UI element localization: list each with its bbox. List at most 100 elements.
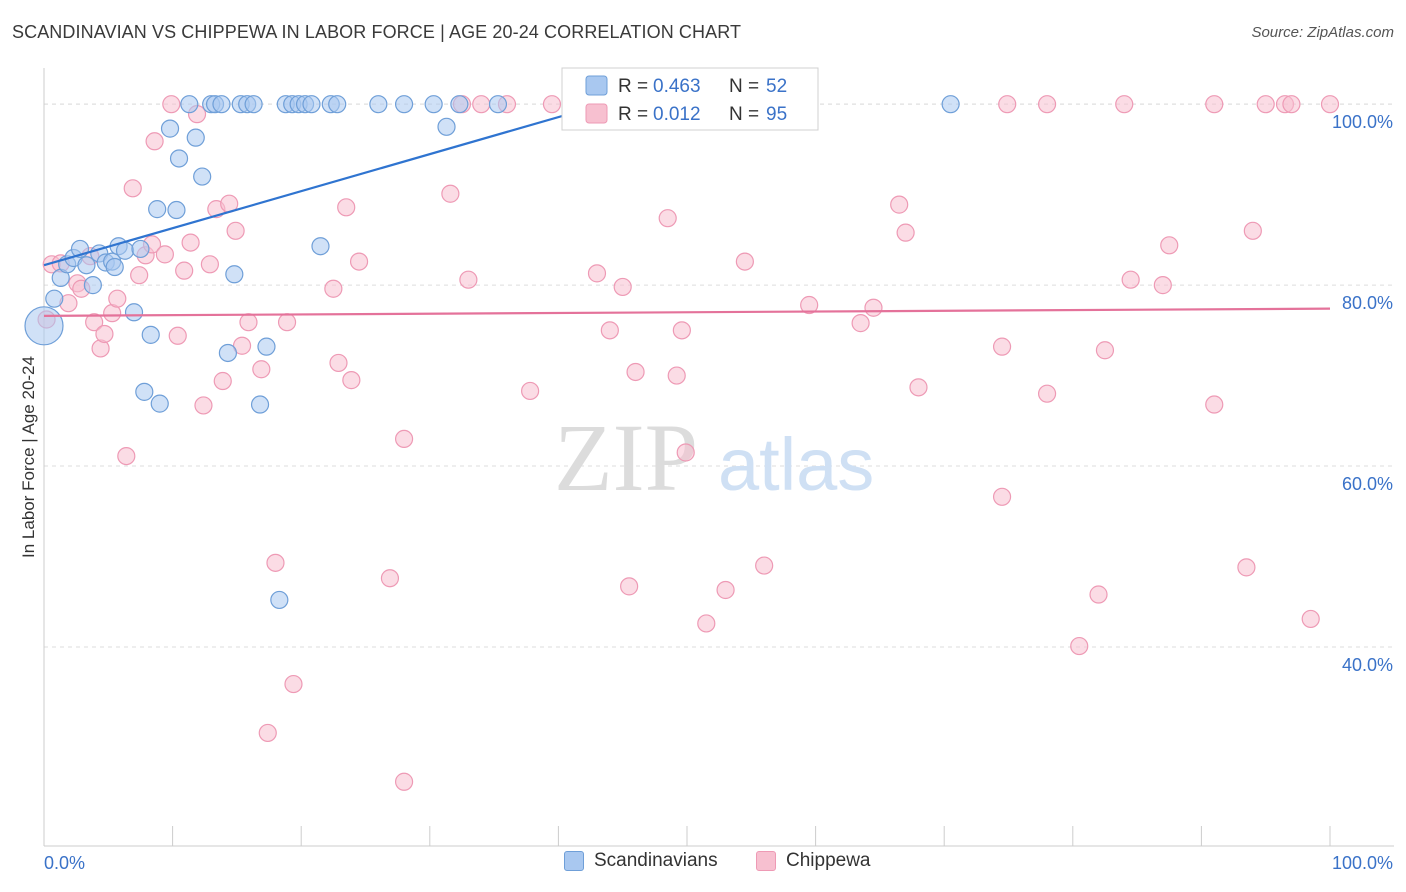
chippewa-point [1160, 236, 1179, 255]
chippewa-point [1121, 270, 1140, 289]
scandinavian-point [244, 95, 263, 114]
scandinavian-point [250, 395, 270, 414]
chippewa-point [1301, 609, 1320, 629]
chippewa-point [909, 378, 928, 397]
chippewa-point [1095, 341, 1115, 360]
scandinavian-point [24, 306, 64, 346]
chippewa-point [755, 556, 774, 575]
chippewa-point [95, 324, 114, 344]
legend-swatch-scandinavians [585, 75, 608, 96]
chippewa-point [342, 371, 361, 390]
scandinavian-point [169, 149, 189, 168]
chippewa-point [266, 553, 285, 572]
chippewa-point [587, 264, 607, 283]
scandinavian-point [369, 95, 388, 114]
scandinavian-point [180, 95, 199, 114]
scandinavian-point [225, 265, 244, 284]
chippewa-point [1115, 95, 1134, 114]
chippewa-point [472, 95, 491, 114]
scandinavian-point [45, 289, 64, 308]
scandinavian-point [141, 325, 160, 344]
chippewa-point [890, 195, 909, 214]
legend-r-label-2: R = [618, 104, 648, 125]
bottom-legend: Scandinavians Chippewa [0, 850, 1406, 880]
chippewa-point [168, 326, 187, 345]
chippewa-point [626, 362, 645, 382]
legend-item-scandinavians: Scandinavians [564, 850, 718, 872]
chippewa-point [394, 429, 414, 449]
chippewa-point [620, 577, 639, 596]
chippewa-point [175, 261, 194, 280]
chippewa-point [232, 336, 252, 355]
scandinavian-point [105, 257, 124, 277]
scandinavian-point [83, 276, 102, 295]
scandinavian-point [450, 95, 469, 114]
chippewa-point [145, 132, 164, 151]
scandinavian-point [150, 394, 169, 413]
chippewa-point [851, 314, 870, 333]
source-label: Source: ZipAtlas.com [1251, 24, 1394, 41]
chippewa-point [349, 252, 369, 271]
chippewa-point [800, 295, 819, 315]
scandinavian-point [394, 95, 414, 114]
chippewa-point [277, 313, 297, 332]
chippewa-trend-line [43, 307, 1331, 317]
trend-layer [43, 104, 1331, 317]
chippewa-point [1282, 95, 1301, 114]
chippewa-point [992, 337, 1012, 356]
chippewa-point [613, 277, 632, 297]
legend-r-value-2: 0.012 [653, 104, 701, 125]
chippewa-point [155, 245, 174, 264]
chippewa-point [667, 366, 686, 385]
chippewa-point [108, 289, 127, 308]
chippewa-point [394, 772, 414, 791]
chippewa-point [162, 95, 181, 114]
legend-swatch-blue [564, 851, 584, 871]
chippewa-point [213, 371, 232, 391]
y-axis-label: In Labor Force | Age 20-24 [19, 356, 38, 558]
scandinavian-point [131, 239, 150, 259]
ticks-layer: 40.0% 60.0% 80.0% 100.0% 0.0% 100.0% [43, 112, 1393, 873]
scandinavian-point [193, 167, 212, 186]
legend-box: R = 0.463 N = 52 R = 0.012 N = 95 [561, 67, 819, 131]
scandinavian-point [160, 119, 180, 138]
chippewa-point [676, 443, 695, 462]
chippewa-point [697, 614, 716, 633]
scandinavian-point [311, 237, 330, 256]
scandinavian-point [148, 200, 167, 219]
chippewa-point [1037, 95, 1057, 114]
scandinavian-point [212, 95, 231, 114]
scandinavian-point [167, 200, 186, 220]
legend-r-label-1: R = [618, 76, 648, 97]
chippewa-point [337, 198, 356, 217]
chippewa-point [1205, 95, 1224, 114]
chippewa-point [226, 221, 245, 240]
x-tick-label-max: 100.0% [1332, 853, 1393, 873]
legend-label-scandinavians: Scandinavians [594, 850, 718, 871]
points-layer [24, 95, 1340, 791]
scandinavian-point [328, 95, 347, 114]
chippewa-point [998, 95, 1017, 114]
scandinavian-point [218, 343, 237, 363]
chippewa-point [992, 487, 1012, 506]
scandinavian-point [77, 256, 96, 275]
watermark: ZIP atlas [554, 404, 874, 511]
legend-item-chippewa: Chippewa [756, 850, 871, 872]
chippewa-point [441, 184, 460, 203]
legend-n-value-1: 52 [766, 76, 787, 97]
chart-title: SCANDINAVIAN VS CHIPPEWA IN LABOR FORCE … [12, 22, 742, 42]
chippewa-point [1205, 395, 1224, 414]
scandinavian-point [186, 128, 205, 147]
chippewa-point [1153, 276, 1172, 295]
chippewa-point [600, 321, 619, 340]
chippewa-point [1256, 95, 1275, 114]
chippewa-point [329, 353, 348, 373]
scandinavian-point [424, 95, 443, 114]
chippewa-point [1243, 221, 1262, 240]
legend-r-value-1: 0.463 [653, 76, 701, 97]
x-tick-label-min: 0.0% [44, 853, 85, 873]
chippewa-point [672, 321, 691, 340]
scandinavian-point [437, 117, 456, 136]
chippewa-point [284, 674, 303, 694]
chippewa-point [1070, 636, 1089, 656]
